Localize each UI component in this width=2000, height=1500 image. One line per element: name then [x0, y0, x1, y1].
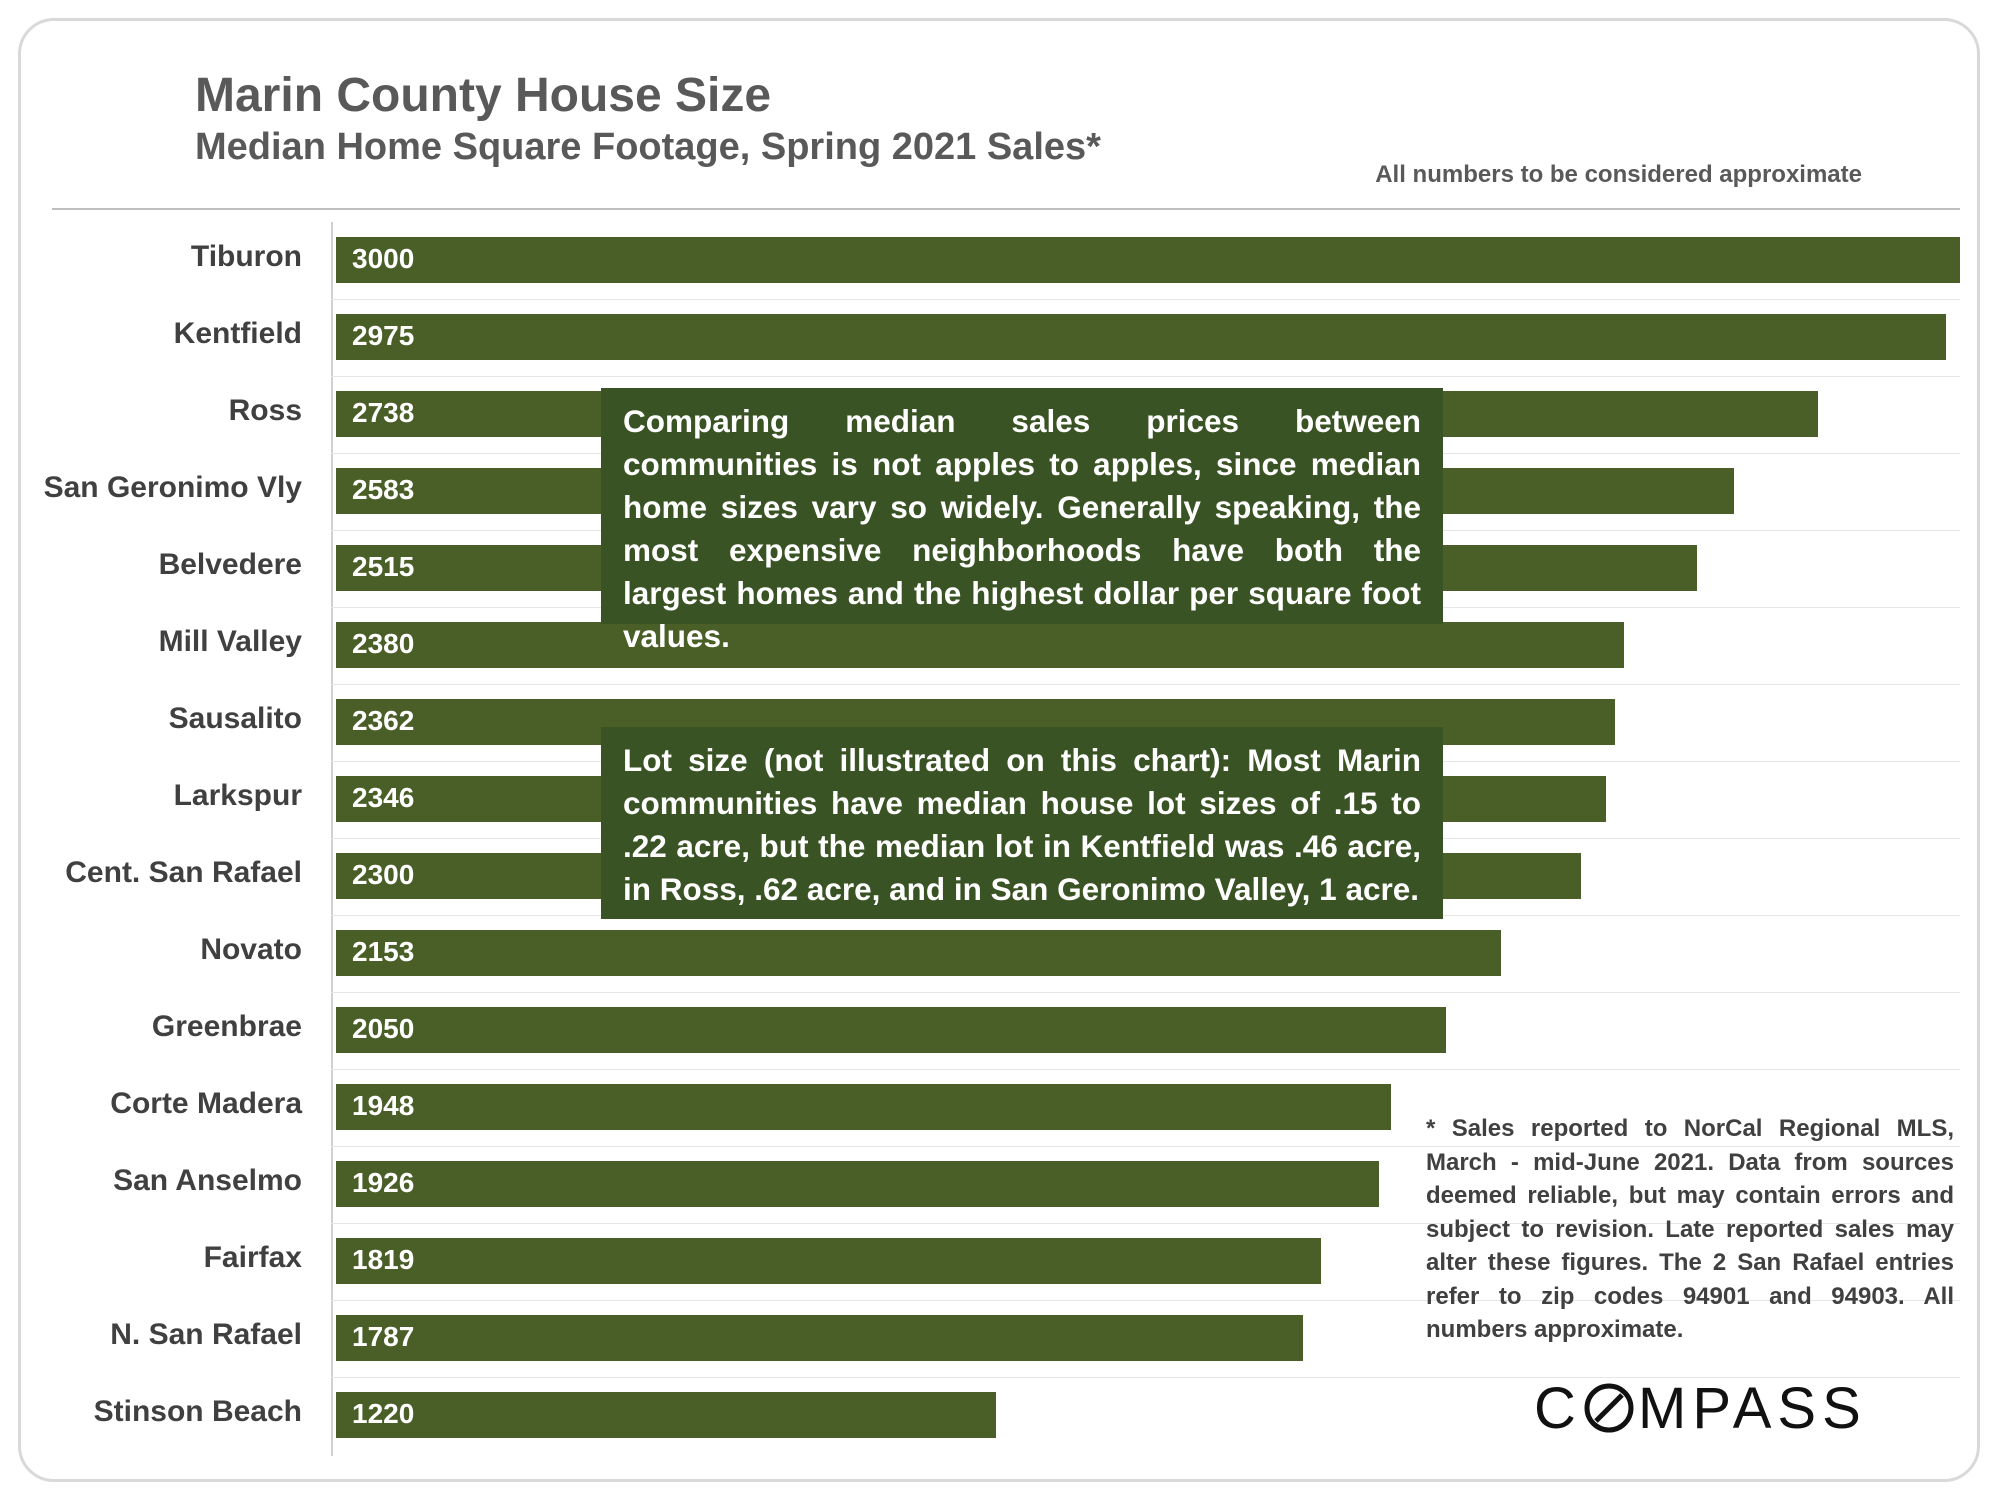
- compass-logo-o-icon: [1584, 1383, 1634, 1433]
- bar-value-label: 1948: [352, 1090, 415, 1121]
- bar-value-label: 2975: [352, 320, 415, 351]
- category-label: Fairfax: [203, 1241, 302, 1274]
- price-comparison-callout: Comparing median sales prices between co…: [601, 388, 1443, 654]
- bar: 2975: [336, 314, 1947, 360]
- row-separator: [331, 1377, 1960, 1378]
- bar-value-label: 2153: [352, 936, 415, 967]
- chart-title: Marin County House Size: [195, 69, 772, 122]
- disclaimer-text: All numbers to be considered approximate: [1375, 161, 1862, 188]
- bar-value-label: 1220: [352, 1398, 415, 1429]
- bar-value-label: 3000: [352, 243, 415, 274]
- bar-value-label: 2362: [352, 705, 415, 736]
- header-divider: [52, 208, 1960, 210]
- category-label: Belvedere: [158, 548, 302, 581]
- category-axis: [331, 222, 333, 1456]
- row-separator: [331, 1069, 1960, 1070]
- bar: 1926: [336, 1161, 1379, 1207]
- bar: 1948: [336, 1084, 1391, 1130]
- bar-value-label: 1819: [352, 1244, 415, 1275]
- row-separator: [331, 684, 1960, 685]
- bar: 2153: [336, 930, 1502, 976]
- svg-text:C: C: [1534, 1376, 1582, 1436]
- row-separator: [331, 1146, 1960, 1147]
- row-separator: [331, 1300, 1960, 1301]
- bar-value-label: 2300: [352, 859, 415, 890]
- bar-value-label: 1926: [352, 1167, 415, 1198]
- category-label: Ross: [228, 394, 302, 427]
- row-separator: [331, 1223, 1960, 1224]
- category-label: Mill Valley: [158, 625, 302, 658]
- bar-value-label: 1787: [352, 1321, 415, 1352]
- bar-value-label: 2050: [352, 1013, 415, 1044]
- bar-value-label: 2346: [352, 782, 415, 813]
- category-label: San Geronimo Vly: [43, 471, 302, 504]
- category-label: Greenbrae: [151, 1010, 302, 1043]
- row-separator: [331, 376, 1960, 377]
- bar: 1819: [336, 1238, 1321, 1284]
- category-label: Cent. San Rafael: [65, 856, 302, 889]
- compass-logo: C MPASS: [1534, 1376, 1867, 1436]
- bar: 1220: [336, 1392, 997, 1438]
- category-label: Stinson Beach: [93, 1395, 302, 1428]
- category-label: Kentfield: [173, 317, 302, 350]
- chart-subtitle: Median Home Square Footage, Spring 2021 …: [195, 126, 1101, 168]
- category-label: Larkspur: [173, 779, 302, 812]
- category-label: San Anselmo: [113, 1164, 302, 1197]
- category-label: N. San Rafael: [110, 1318, 302, 1351]
- category-label: Tiburon: [190, 240, 302, 273]
- category-label: Corte Madera: [110, 1087, 302, 1120]
- footnote: * Sales reported to NorCal Regional MLS,…: [1426, 1115, 1954, 1343]
- lot-size-callout: Lot size (not illustrated on this chart)…: [601, 727, 1443, 919]
- row-separator: [331, 299, 1960, 300]
- bar: 1787: [336, 1315, 1304, 1361]
- bar-value-label: 2583: [352, 474, 415, 505]
- category-label: Novato: [200, 933, 302, 966]
- bar-value-label: 2738: [352, 397, 415, 428]
- svg-text:MPASS: MPASS: [1638, 1376, 1867, 1436]
- bar: 3000: [336, 237, 1960, 283]
- row-separator: [331, 992, 1960, 993]
- bar: 2380: [336, 622, 1625, 668]
- category-label: Sausalito: [168, 702, 302, 735]
- bar-value-label: 2380: [352, 628, 415, 659]
- bar: 2050: [336, 1007, 1446, 1053]
- bar-value-label: 2515: [352, 551, 415, 582]
